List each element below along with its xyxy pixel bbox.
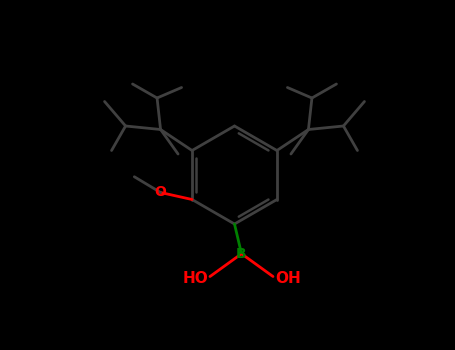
Text: HO: HO <box>182 271 208 286</box>
Text: B: B <box>236 247 247 261</box>
Text: OH: OH <box>275 271 300 286</box>
Text: O: O <box>155 186 167 199</box>
